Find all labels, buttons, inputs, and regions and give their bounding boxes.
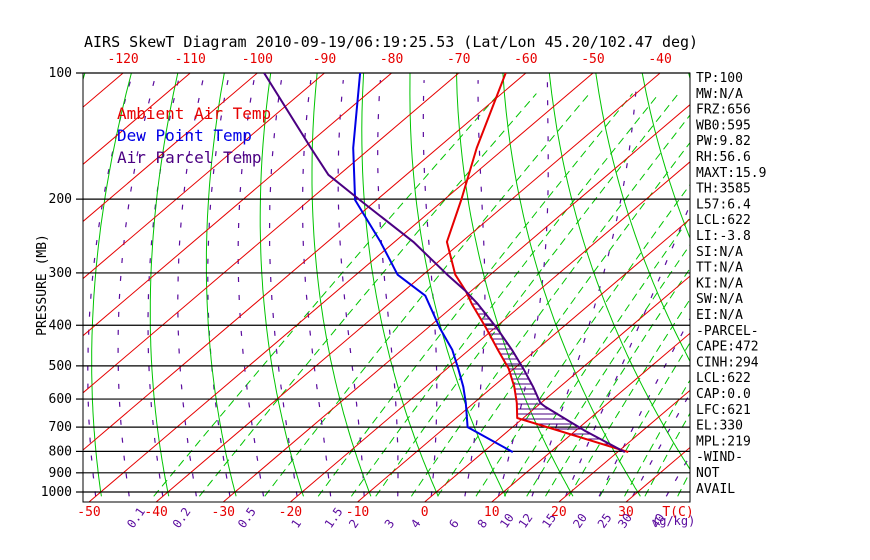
- mixing-ratio-label: 12: [516, 511, 536, 531]
- stat-item: -WIND-: [696, 450, 743, 465]
- stat-item: CAPE:472: [696, 340, 759, 355]
- top-temp-tick-label: -90: [313, 52, 336, 67]
- mixing-ratio-label: 0.2: [170, 505, 194, 531]
- stat-item: TT:N/A: [696, 261, 743, 276]
- pressure-tick-label: 600: [49, 392, 72, 407]
- mixing-ratio-label: 30: [615, 511, 635, 531]
- stat-item: CINH:294: [696, 355, 759, 370]
- bottom-temp-tick-label: -40: [144, 505, 167, 520]
- top-temp-tick-label: -70: [447, 52, 470, 67]
- stat-item: MAXT:15.9: [696, 166, 766, 181]
- y-axis-title: PRESSURE (MB): [35, 234, 50, 336]
- top-temp-tick-label: -50: [581, 52, 604, 67]
- x-axis-title: T(C): [662, 505, 693, 520]
- pressure-tick-label: 100: [49, 66, 72, 81]
- curve-ambient-air-temp: [445, 73, 629, 454]
- stat-item: LI:-3.8: [696, 229, 751, 244]
- top-temp-tick-label: -60: [514, 52, 537, 67]
- top-temp-tick-label: -80: [380, 52, 403, 67]
- chart-title: AIRS SkewT Diagram 2010-09-19/06:19:25.5…: [84, 33, 698, 51]
- bottom-temp-tick-label: -30: [212, 505, 235, 520]
- bottom-temp-tick-label: 20: [551, 505, 567, 520]
- bottom-temp-tick-label: 30: [618, 505, 634, 520]
- stat-item: TH:3585: [696, 182, 751, 197]
- bottom-temp-tick-label: 10: [484, 505, 500, 520]
- axis-labels: 1002003004005006007008009001000PRESSURE …: [35, 52, 695, 531]
- pressure-tick-label: 900: [49, 466, 72, 481]
- stat-item: LFC:621: [696, 403, 751, 418]
- plot-border: [82, 72, 691, 503]
- legend-air-parcel: Air Parcel Temp: [117, 148, 262, 167]
- stat-item: -PARCEL-: [696, 324, 759, 339]
- stat-item: LCL:622: [696, 371, 751, 386]
- stat-item: KI:N/A: [696, 276, 743, 291]
- stat-item: MW:N/A: [696, 87, 743, 102]
- legend-dew-point: Dew Point Temp: [117, 126, 252, 145]
- isotherm-lines: [83, 73, 690, 502]
- curve-air-parcel-temp: [263, 73, 626, 453]
- top-temp-tick-label: -110: [175, 52, 206, 67]
- top-temp-tick-label: -100: [242, 52, 273, 67]
- pressure-tick-label: 300: [49, 266, 72, 281]
- moist-adiabat-lines: [87, 79, 690, 497]
- stat-item: CAP:0.0: [696, 387, 751, 402]
- bottom-temp-tick-label: -10: [346, 505, 369, 520]
- legend-ambient: Ambient Air Temp: [117, 104, 271, 123]
- stat-item: EL:330: [696, 419, 743, 434]
- stat-item: WB0:595: [696, 118, 751, 133]
- stat-item: NOT: [696, 466, 720, 481]
- stats-panel: TP:100MW:N/AFRZ:656WB0:595PW:9.82RH:56.6…: [696, 71, 766, 497]
- stat-item: TP:100: [696, 71, 743, 86]
- stat-item: EI:N/A: [696, 308, 743, 323]
- stat-item: FRZ:656: [696, 103, 751, 118]
- pressure-tick-label: 500: [49, 359, 72, 374]
- mixing-ratio-label: 6: [446, 517, 462, 531]
- mixing-ratio-label: 40: [648, 511, 668, 531]
- mixing-ratio-label: 10: [497, 511, 517, 531]
- mixing-ratio-label: 15: [539, 511, 559, 531]
- top-temp-tick-label: -120: [107, 52, 138, 67]
- mixing-ratio-label: 1.5: [322, 505, 346, 531]
- mixing-ratio-label: 3: [382, 517, 398, 531]
- stat-item: L57:6.4: [696, 197, 751, 212]
- stat-item: SW:N/A: [696, 292, 743, 307]
- mixing-ratio-label: 20: [570, 511, 590, 531]
- stat-item: RH:56.6: [696, 150, 751, 165]
- dry-adiabat-lines: [83, 73, 690, 497]
- stat-item: SI:N/A: [696, 245, 743, 260]
- top-temp-tick-label: -40: [648, 52, 671, 67]
- pressure-tick-label: 700: [49, 420, 72, 435]
- cape-hatch-area: [467, 293, 610, 445]
- mixing-ratio-label: 0.5: [235, 505, 259, 531]
- stat-item: PW:9.82: [696, 134, 751, 149]
- bottom-temp-tick-label: -20: [279, 505, 302, 520]
- bottom-temp-tick-label: -50: [77, 505, 100, 520]
- pressure-tick-label: 1000: [41, 485, 72, 500]
- sounding-curves: [263, 73, 629, 454]
- pressure-tick-label: 200: [49, 192, 72, 207]
- mixing-ratio-label: 25: [595, 511, 615, 531]
- bottom-temp-tick-label: 0: [421, 505, 429, 520]
- pressure-tick-label: 800: [49, 444, 72, 459]
- stat-item: LCL:622: [696, 213, 751, 228]
- stat-item: AVAIL: [696, 482, 735, 497]
- pressure-tick-label: 400: [49, 318, 72, 333]
- mixing-ratio-unit-label: (g/kg): [652, 514, 695, 528]
- curve-dew-point-temp: [352, 73, 514, 453]
- stat-item: MPL:219: [696, 434, 751, 449]
